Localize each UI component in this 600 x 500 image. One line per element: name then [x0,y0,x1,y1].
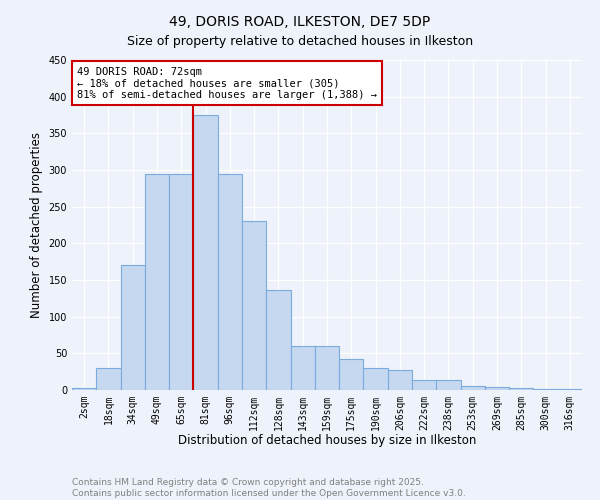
Bar [339,359,364,390]
Bar [290,346,315,390]
Bar [364,368,388,390]
Bar [242,222,266,390]
Text: Size of property relative to detached houses in Ilkeston: Size of property relative to detached ho… [127,35,473,48]
Text: 49, DORIS ROAD, ILKESTON, DE7 5DP: 49, DORIS ROAD, ILKESTON, DE7 5DP [169,15,431,29]
Text: 49 DORIS ROAD: 72sqm
← 18% of detached houses are smaller (305)
81% of semi-deta: 49 DORIS ROAD: 72sqm ← 18% of detached h… [77,66,377,100]
Bar [145,174,169,390]
Bar [388,370,412,390]
Bar [461,386,485,390]
Y-axis label: Number of detached properties: Number of detached properties [30,132,43,318]
Bar [96,368,121,390]
Bar [169,174,193,390]
Bar [218,174,242,390]
Bar [436,380,461,390]
Bar [412,380,436,390]
Bar [315,346,339,390]
Text: Contains HM Land Registry data © Crown copyright and database right 2025.
Contai: Contains HM Land Registry data © Crown c… [72,478,466,498]
Bar [121,266,145,390]
X-axis label: Distribution of detached houses by size in Ilkeston: Distribution of detached houses by size … [178,434,476,448]
Bar [193,115,218,390]
Bar [72,388,96,390]
Bar [485,387,509,390]
Bar [266,290,290,390]
Bar [509,388,533,390]
